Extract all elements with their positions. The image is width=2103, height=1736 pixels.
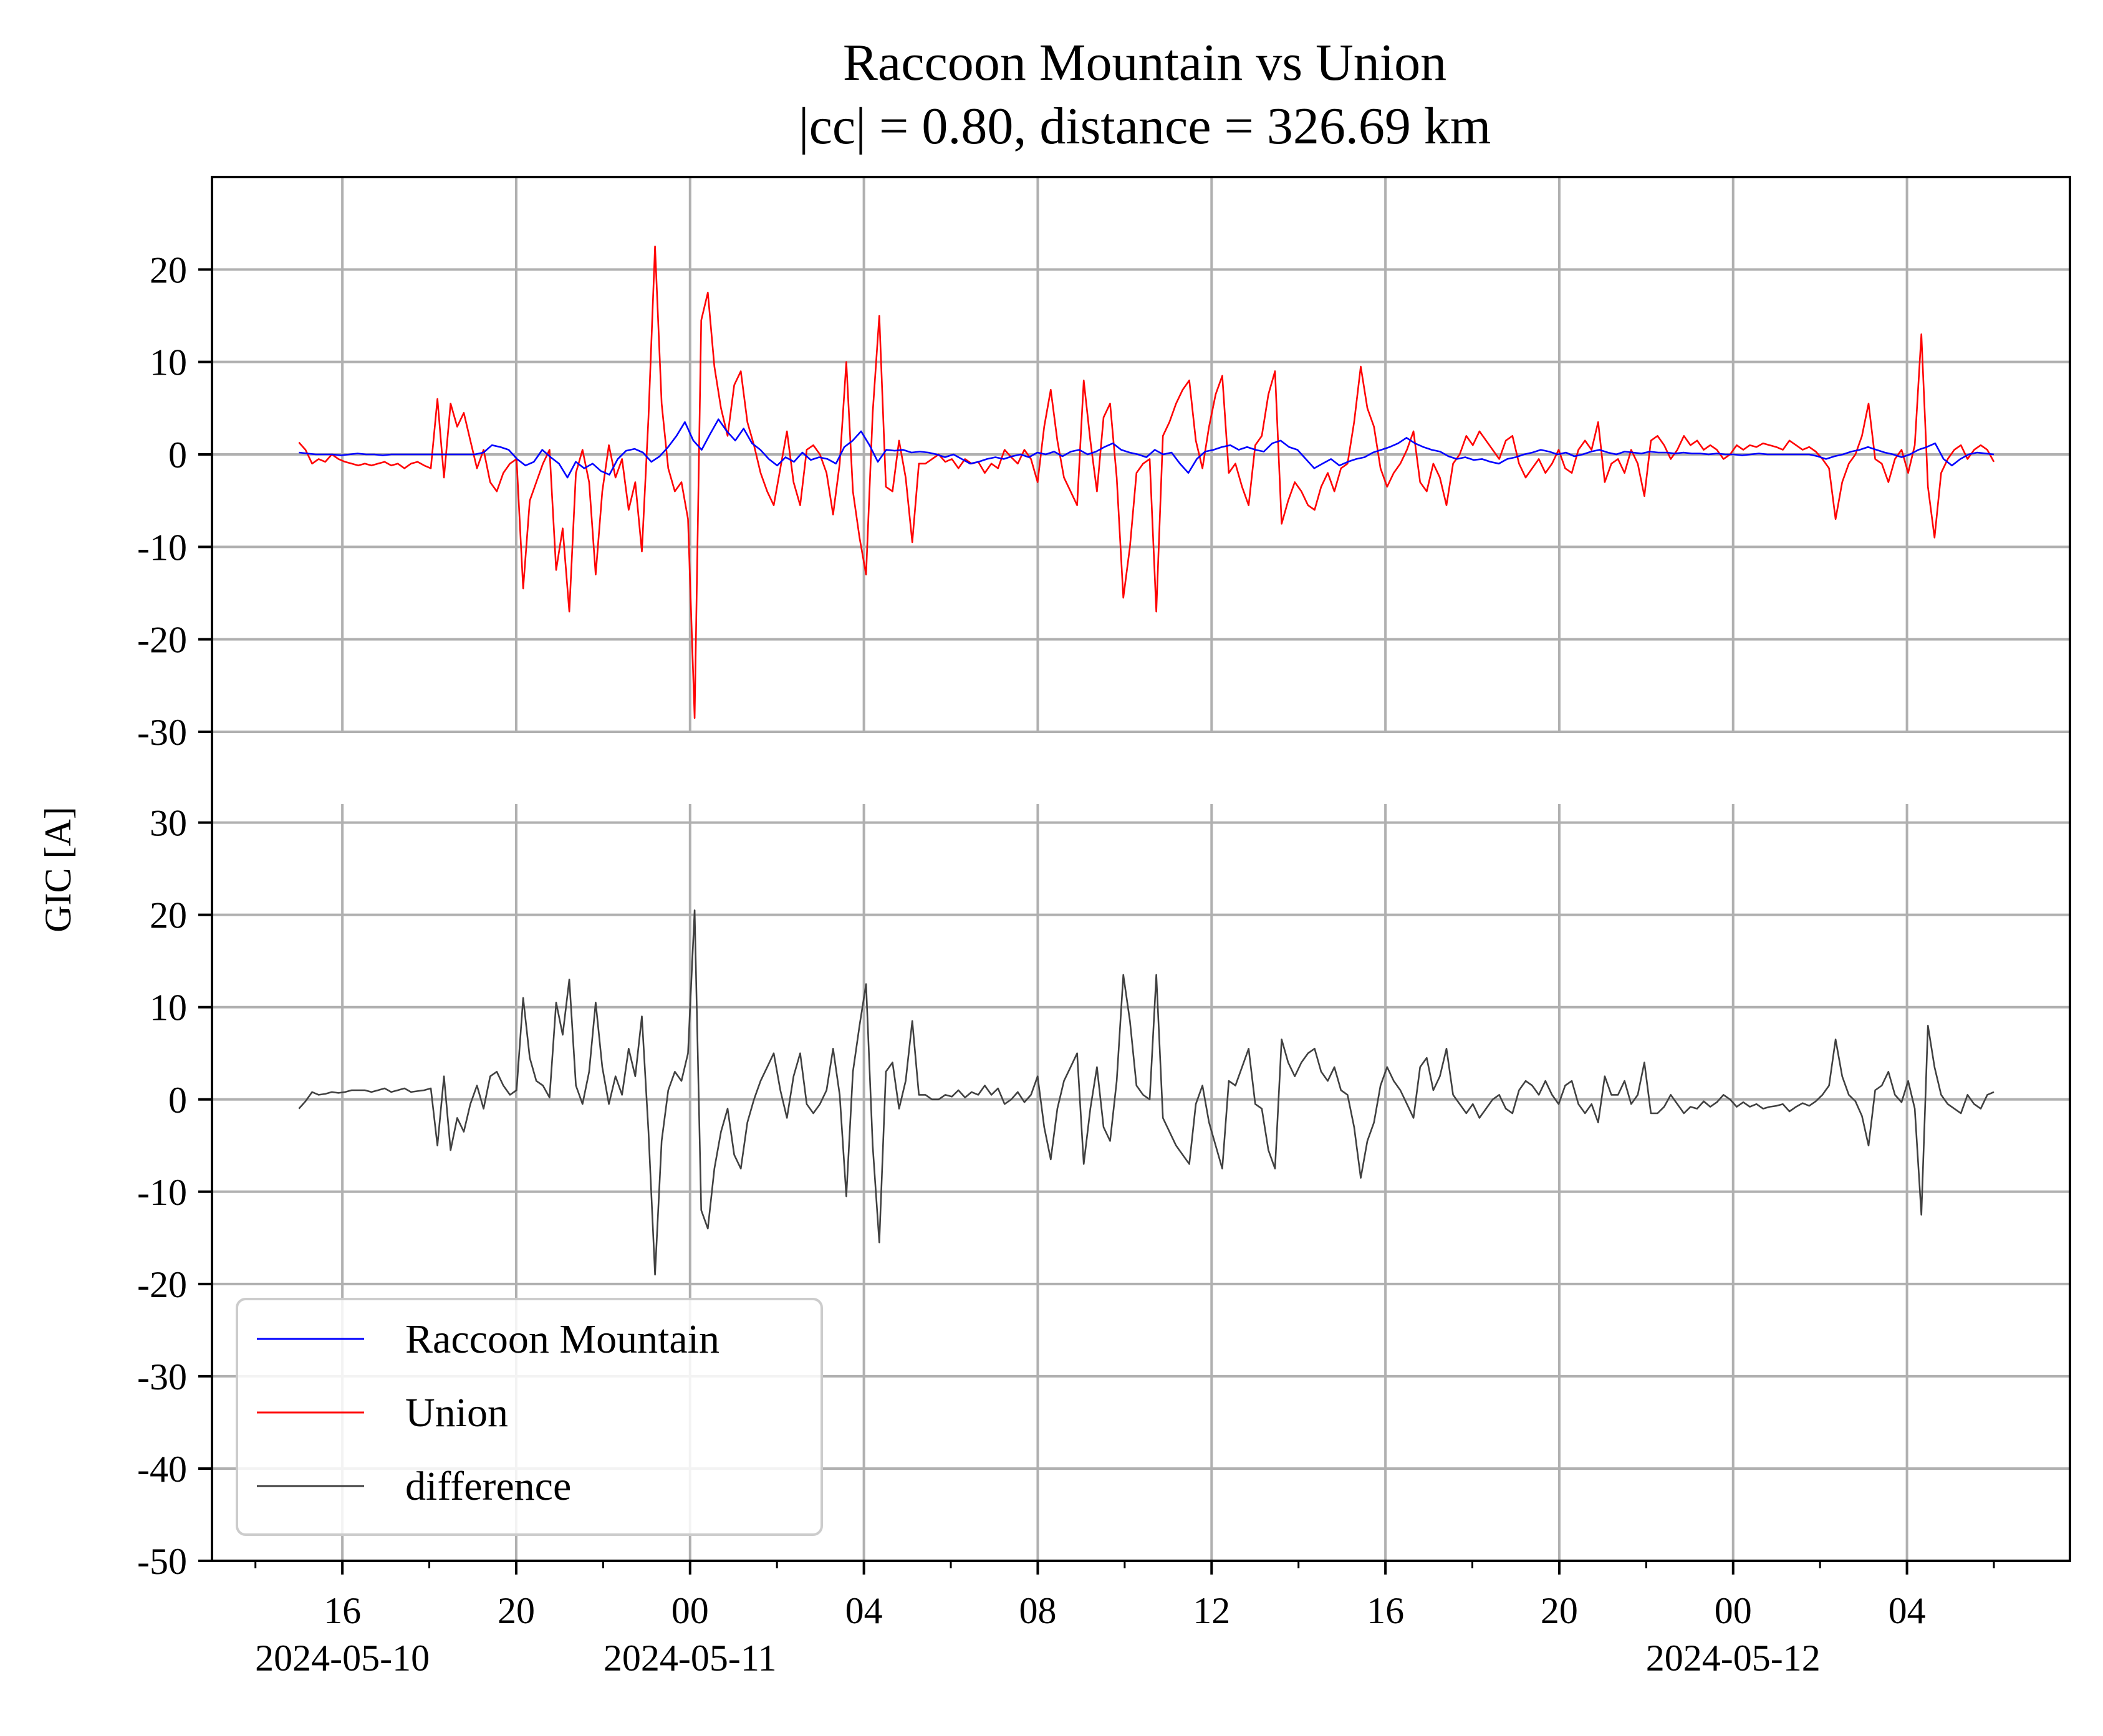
x-tick-label: 16 <box>324 1590 361 1631</box>
chart-subtitle: |cc| = 0.80, distance = 326.69 km <box>799 97 1491 155</box>
y-tick-label: 20 <box>150 249 187 290</box>
y-tick-label: 10 <box>150 342 187 383</box>
x-tick-label: 00 <box>1715 1590 1752 1631</box>
legend-label-raccoon-mountain: Raccoon Mountain <box>405 1316 719 1362</box>
legend: Raccoon Mountain Union difference <box>236 1298 823 1536</box>
y-tick-label: -50 <box>137 1541 187 1582</box>
y-tick-label: -20 <box>137 620 187 661</box>
plot-frame <box>211 176 2071 1562</box>
x-tick-label: 16 <box>1367 1590 1404 1631</box>
series-line-union <box>298 245 1995 719</box>
x-tick-label: 12 <box>1193 1590 1230 1631</box>
x-date-label: 2024-05-10 <box>255 1638 430 1679</box>
y-tick-label: 0 <box>168 1080 187 1121</box>
y-tick-label: -30 <box>137 1356 187 1398</box>
x-date-label: 2024-05-12 <box>1646 1638 1821 1679</box>
top-panel-series <box>298 245 1995 719</box>
chart-title: Raccoon Mountain vs Union <box>843 34 1446 92</box>
y-tick-label: -10 <box>137 527 187 568</box>
y-tick-label: -10 <box>137 1172 187 1213</box>
legend-label-union: Union <box>405 1390 508 1436</box>
y-tick-label: 20 <box>150 895 187 936</box>
y-tick-label: 10 <box>150 987 187 1029</box>
x-tick-label: 20 <box>498 1590 535 1631</box>
x-tick-label: 08 <box>1019 1590 1056 1631</box>
legend-box <box>236 1298 823 1536</box>
series-line-raccoon-mountain <box>299 418 1995 479</box>
y-axis-label: GIC [A] <box>37 807 79 933</box>
bottom-panel-series <box>298 909 1995 1276</box>
series-line-difference <box>298 909 1995 1276</box>
x-tick-label: 04 <box>1889 1590 1926 1631</box>
x-tick-label: 20 <box>1541 1590 1578 1631</box>
x-tick-label: 00 <box>671 1590 709 1631</box>
y-tick-label: 30 <box>150 803 187 844</box>
y-tick-label: -20 <box>137 1264 187 1305</box>
x-date-label: 2024-05-11 <box>604 1638 777 1679</box>
top-panel-grid <box>212 177 2070 733</box>
bottom-panel-y-ticks: -50 -40 -30 -20 -10 0 10 20 30 <box>137 803 212 1582</box>
top-panel-y-ticks: -30 -20 -10 0 10 20 <box>137 249 212 753</box>
x-tick-label: 04 <box>845 1590 883 1631</box>
y-tick-label: -40 <box>137 1449 187 1490</box>
legend-label-difference: difference <box>405 1464 571 1509</box>
y-tick-label: 0 <box>168 434 187 476</box>
x-axis-ticks: 16 20 00 04 08 12 16 20 00 04 2024-05-10 2024-05-11… <box>254 1561 1995 1679</box>
y-tick-label: -30 <box>137 712 187 753</box>
